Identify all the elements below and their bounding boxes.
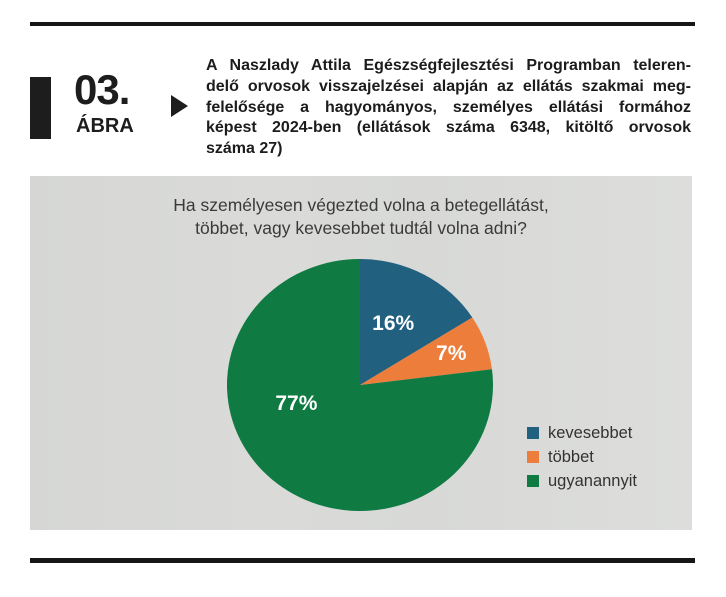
- pie-slice-kevesebbet: [360, 259, 473, 385]
- chart-panel: Ha személyesen végezted volna a betegell…: [30, 176, 692, 530]
- legend-label: többet: [548, 448, 594, 466]
- legend-label: kevesebbet: [548, 424, 633, 442]
- pie-slice-label: 16%: [372, 312, 414, 335]
- legend-label: ugyanannyit: [548, 472, 637, 490]
- figure-caption-line: száma 27): [206, 140, 283, 158]
- pie-slice-többet: [360, 317, 492, 385]
- legend-item-kevesebbet: kevesebbet: [527, 421, 637, 445]
- pie-chart: 16% 7% 77%: [226, 259, 493, 511]
- chart-title: Ha személyesen végezted volna a betegell…: [30, 194, 692, 240]
- pie-slice-label: 77%: [275, 392, 317, 415]
- figure-caption-line: A Naszlady Attila Egészségfejlesztési Pr…: [206, 57, 691, 74]
- legend-swatch-icon: [527, 451, 539, 463]
- figure-caption-line: felelősége a hagyományos, személyes ellá…: [206, 98, 691, 116]
- legend-swatch-icon: [527, 475, 539, 487]
- legend-item-többet: többet: [527, 445, 637, 469]
- figure-number: 03.: [74, 66, 130, 113]
- bottom-divider: [30, 558, 695, 563]
- chart-title-line: Ha személyesen végezted volna a betegell…: [173, 195, 549, 215]
- pie-slice-ugyanannyit: [226, 259, 493, 511]
- figure-caption-line: képest 2024-ben (ellátások száma 6348, k…: [206, 119, 691, 137]
- chart-legend: kevesebbet többet ugyanannyit: [527, 421, 637, 493]
- figure-number-label: ÁBRA: [76, 115, 134, 137]
- figure-caption: A Naszlady Attila Egészségfejlesztési Pr…: [206, 56, 691, 160]
- pie-slice-label: 7%: [436, 342, 467, 365]
- arrow-right-icon: [171, 95, 188, 117]
- figure-number-bar: [30, 77, 51, 139]
- chart-title-line: többet, vagy kevesebbet tudtál volna adn…: [195, 218, 527, 238]
- legend-item-ugyanannyit: ugyanannyit: [527, 469, 637, 493]
- figure-caption-line: delő orvosok visszajelzései alapján az e…: [206, 77, 691, 95]
- legend-swatch-icon: [527, 427, 539, 439]
- top-divider: [30, 22, 695, 26]
